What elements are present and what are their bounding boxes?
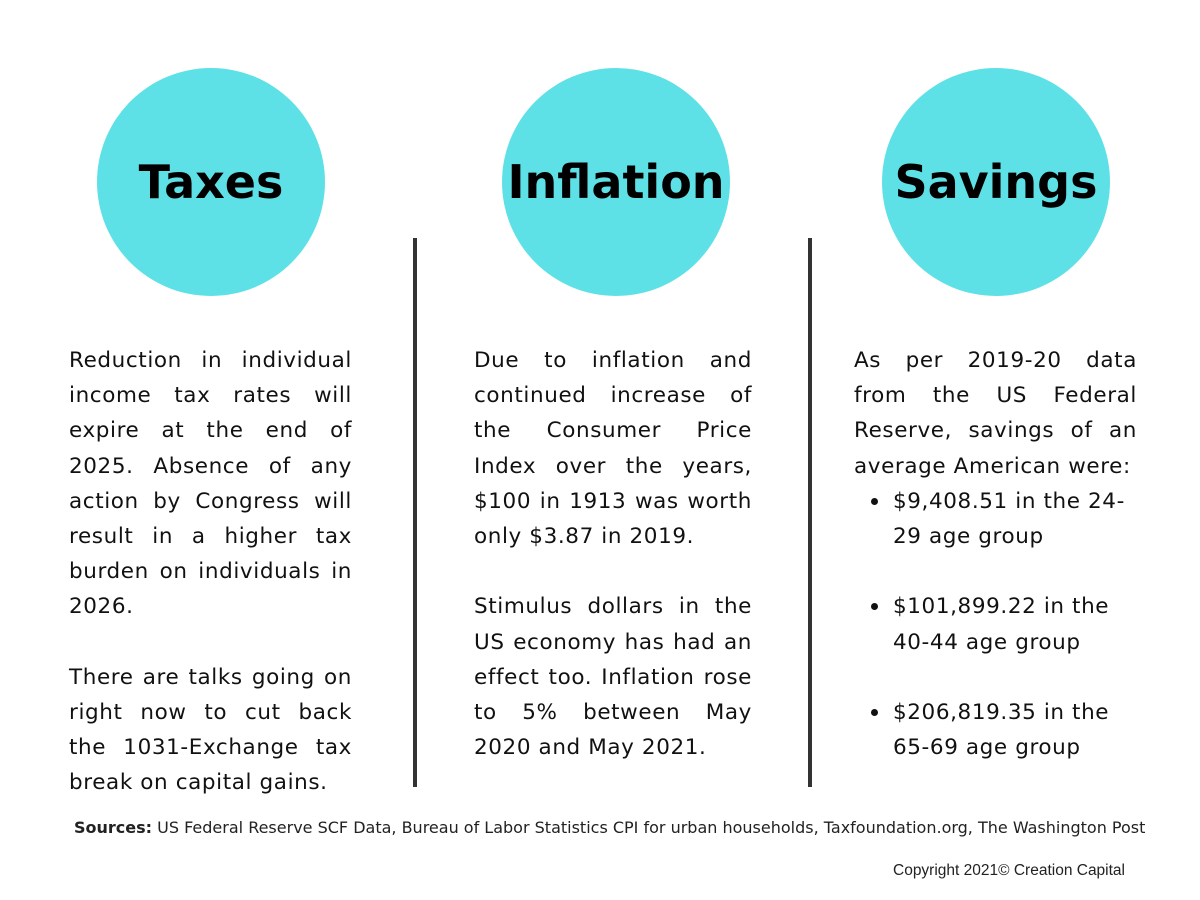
savings-heading: Savings [894, 155, 1098, 209]
column-divider-right [808, 238, 812, 787]
bullet-icon [871, 709, 878, 716]
sources-label: Sources: [74, 818, 153, 837]
sources-line: Sources: US Federal Reserve SCF Data, Bu… [74, 818, 1164, 837]
inflation-heading: Inflation [507, 155, 725, 209]
taxes-circle: Taxes [97, 68, 325, 296]
taxes-heading: Taxes [138, 155, 284, 209]
taxes-text: Reduction in individual income tax rates… [69, 343, 352, 801]
savings-intro: As per 2019-20 data from the US Federal … [854, 348, 1137, 479]
list-item: $206,819.35 in the 65-69 age group [854, 695, 1137, 765]
list-item: $101,899.22 in the 40-44 age group [854, 589, 1137, 659]
taxes-paragraph: Reduction in individual income tax rates… [69, 348, 352, 620]
savings-item-text: $101,899.22 in the 40-44 age group [893, 594, 1110, 655]
savings-item-text: $9,408.51 in the 24-29 age group [893, 488, 1125, 550]
list-item: $9,408.51 in the 24-29 age group [854, 484, 1137, 554]
inflation-paragraph: Stimulus dollars in the US economy has h… [474, 594, 752, 761]
savings-text: As per 2019-20 data from the US Federal … [854, 343, 1137, 765]
sources-text: US Federal Reserve SCF Data, Bureau of L… [152, 818, 1146, 837]
bullet-icon [871, 603, 878, 611]
bullet-icon [871, 497, 878, 505]
savings-circle: Savings [882, 68, 1110, 296]
column-divider-left [413, 238, 417, 787]
savings-item-text: $206,819.35 in the 65-69 age group [893, 700, 1110, 761]
savings-list: $9,408.51 in the 24-29 age group $101,89… [854, 484, 1137, 766]
taxes-paragraph: There are talks going on right now to cu… [69, 664, 352, 796]
inflation-circle: Inflation [502, 68, 730, 296]
inflation-paragraph: Due to inflation and continued increase … [474, 348, 752, 550]
inflation-text: Due to inflation and continued increase … [474, 343, 752, 765]
copyright-notice: Copyright 2021© Creation Capital [893, 862, 1125, 879]
